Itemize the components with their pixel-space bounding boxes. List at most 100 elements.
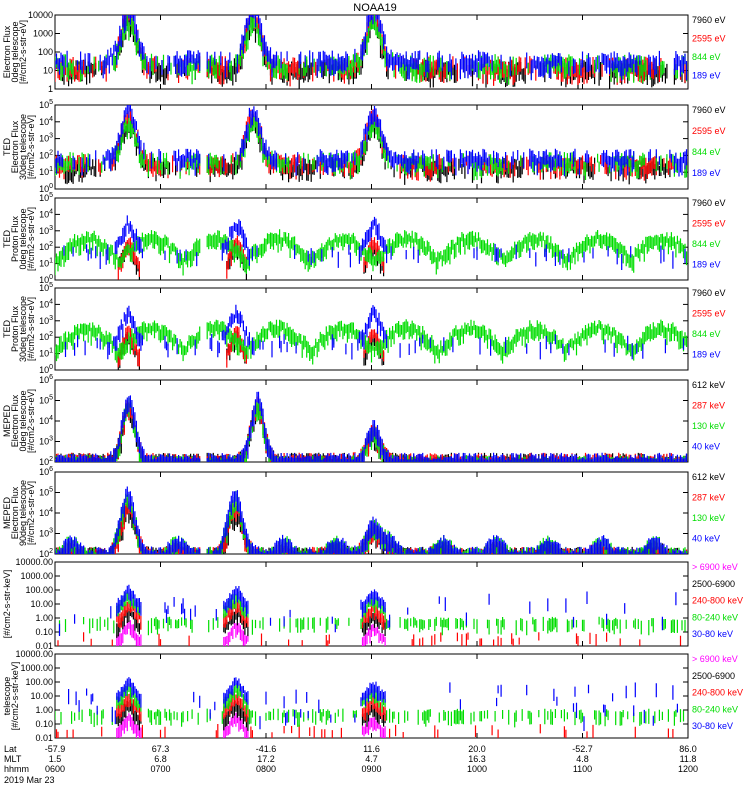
legend-entry: 2595 eV xyxy=(692,219,726,229)
legend-entry: > 6900 keV xyxy=(692,562,738,572)
panel-7: 0.01 0.10 1.00 10.00 100.00 1000.00 10000.00[#… xyxy=(2,557,743,651)
legend-entry: 189 eV xyxy=(692,71,721,81)
footer-value: 1.5 xyxy=(49,754,62,764)
footer-value: 1200 xyxy=(678,764,698,774)
footer-value: 1000 xyxy=(467,764,487,774)
footer-value: 0700 xyxy=(150,764,170,774)
y-tick-label: 104 xyxy=(39,415,53,426)
y-tick-label: 103 xyxy=(39,436,53,447)
y-tick-label: 0.01 xyxy=(35,733,53,743)
legend-entry: 2595 eV xyxy=(692,126,726,136)
y-axis-label: [#/cm2-s-str-keV] xyxy=(10,662,20,731)
y-axis-label: 0deg telescope xyxy=(10,21,20,82)
legend-entry: 2595 eV xyxy=(692,309,726,319)
series-3 xyxy=(55,391,688,462)
footer-value: 86.0 xyxy=(679,744,697,754)
legend-entry: > 6900 keV xyxy=(692,654,738,664)
y-axis-label: Proton Flux xyxy=(10,215,20,262)
y-tick-label: 105 xyxy=(39,282,53,293)
y-axis-label: 30deg telescope xyxy=(18,114,28,180)
y-axis-label: telescope xyxy=(2,677,12,716)
y-tick-label: 10 xyxy=(43,66,53,76)
legend-entry: 130 keV xyxy=(692,513,725,523)
series-1 xyxy=(55,107,688,182)
series-4 xyxy=(68,677,678,731)
y-tick-label: 105 xyxy=(39,395,53,406)
legend-entry: 7960 eV xyxy=(692,288,726,298)
series-4 xyxy=(58,584,677,636)
y-tick-label: 106 xyxy=(39,466,53,477)
y-tick-label: 1000.00 xyxy=(20,663,53,673)
legend-entry: 2500-6900 xyxy=(692,579,735,589)
footer-value: 4.7 xyxy=(365,754,378,764)
footer-value: -52.7 xyxy=(572,744,593,754)
legend-entry: 612 keV xyxy=(692,472,725,482)
y-tick-label: 102 xyxy=(39,456,53,467)
footer-value: 6.8 xyxy=(154,754,167,764)
y-axis-label: [#/cm2-s-str-eV] xyxy=(26,207,36,271)
legend-entry: 844 eV xyxy=(692,147,721,157)
legend-entry: 612 keV xyxy=(692,380,725,390)
y-axis-label: [#/cm2-s-str-eV] xyxy=(26,115,36,179)
legend-entry: 7960 eV xyxy=(692,15,726,25)
y-axis-label: 0deg telescope xyxy=(18,390,28,451)
series-0 xyxy=(116,711,386,738)
y-tick-label: 0.10 xyxy=(35,719,53,729)
footer-row-label: hhmm xyxy=(4,764,29,774)
legend-entry: 30-80 keV xyxy=(692,629,733,639)
footer-value: 4.8 xyxy=(576,754,589,764)
y-tick-label: 105 xyxy=(39,192,53,203)
series-group xyxy=(55,304,688,370)
series-2 xyxy=(55,319,688,365)
y-axis-label: [#/cm2-s-str-eV] xyxy=(18,20,28,84)
series-1 xyxy=(55,396,688,462)
footer-value: 11.6 xyxy=(363,744,380,754)
footer-value: 67.3 xyxy=(152,744,170,754)
footer-value: 16.3 xyxy=(468,754,486,764)
y-tick-label: 1000.00 xyxy=(20,571,53,581)
y-axis-label: TED xyxy=(2,229,12,248)
footer-value: 17.2 xyxy=(257,754,275,764)
y-tick-label: 10000.00 xyxy=(15,557,53,567)
y-tick-label: 101 xyxy=(39,258,53,269)
series-0 xyxy=(58,15,686,89)
y-axis-label: Electron Flux xyxy=(10,120,20,173)
series-3 xyxy=(58,592,686,636)
y-tick-label: 102 xyxy=(39,548,53,559)
legend-entry: 7960 eV xyxy=(692,198,726,208)
legend-entry: 80-240 keV xyxy=(692,612,738,622)
y-axis-label: [#/cm2-s-str-eV] xyxy=(26,481,36,545)
series-3 xyxy=(55,105,688,177)
y-axis-label: Electron Flux xyxy=(2,25,12,78)
y-tick-label: 100 xyxy=(39,274,53,285)
y-tick-label: 10.00 xyxy=(30,691,53,701)
y-tick-label: 1 xyxy=(48,84,53,94)
y-axis-label: TED xyxy=(2,319,12,338)
footer-value: -57.9 xyxy=(45,744,66,754)
footer-row-label: MLT xyxy=(4,754,22,764)
series-group xyxy=(55,215,688,280)
y-tick-label: 105 xyxy=(39,99,53,110)
y-tick-label: 100.00 xyxy=(25,677,53,687)
legend-entry: 80-240 keV xyxy=(692,704,738,714)
y-axis-label: 0deg telescope xyxy=(18,208,28,269)
y-tick-label: 100 xyxy=(39,183,53,194)
y-tick-label: 103 xyxy=(39,225,53,236)
y-tick-label: 102 xyxy=(39,331,53,342)
legend-entry: 2500-6900 xyxy=(692,671,735,681)
y-tick-label: 102 xyxy=(39,241,53,252)
y-tick-label: 0.01 xyxy=(35,641,53,651)
series-3 xyxy=(55,15,688,81)
y-tick-label: 1.00 xyxy=(35,613,53,623)
legend-entry: 240-800 keV xyxy=(692,688,743,698)
legend-entry: 844 eV xyxy=(692,52,721,62)
y-axis-label: 30deg telescope xyxy=(18,296,28,362)
y-tick-label: 10000 xyxy=(28,10,53,20)
y-axis-label: [#/cm2-s-str-eV] xyxy=(26,297,36,361)
series-2 xyxy=(55,229,688,276)
y-tick-label: 106 xyxy=(39,374,53,385)
